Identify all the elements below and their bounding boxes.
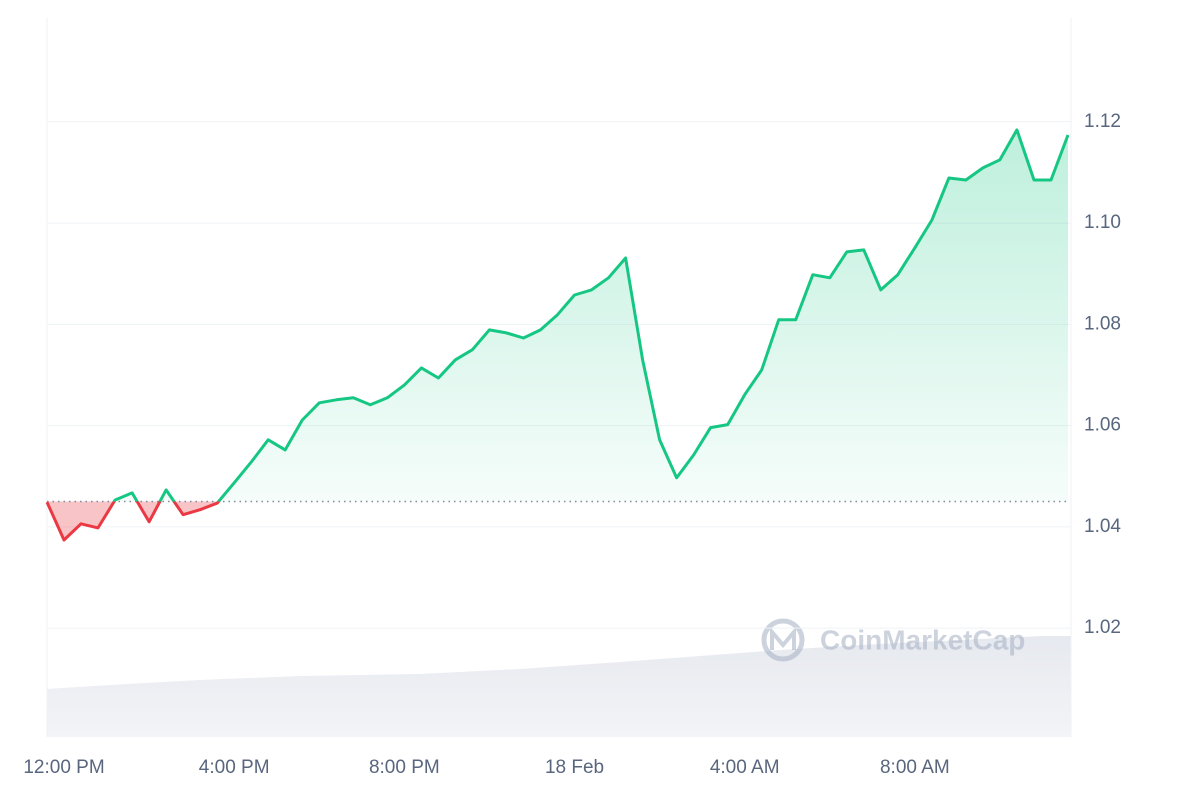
x-tick-label: 8:00 AM xyxy=(880,757,950,778)
y-tick-label: 1.12 xyxy=(1084,111,1121,132)
y-tick-label: 1.02 xyxy=(1084,617,1121,638)
y-tick-label: 1.04 xyxy=(1084,516,1121,537)
price-area xyxy=(47,129,1068,540)
volume-area xyxy=(47,636,1071,737)
y-tick-label: 1.06 xyxy=(1084,415,1121,436)
price-line xyxy=(45,128,1070,542)
x-tick-label: 12:00 PM xyxy=(23,757,104,778)
y-tick-label: 1.08 xyxy=(1084,313,1121,334)
x-tick-label: 18 Feb xyxy=(545,757,604,778)
watermark: CoinMarketCap xyxy=(761,618,1025,662)
x-tick-label: 4:00 AM xyxy=(710,757,780,778)
watermark-text: CoinMarketCap xyxy=(820,624,1025,655)
y-tick-label: 1.10 xyxy=(1084,212,1121,233)
x-tick-label: 4:00 PM xyxy=(199,757,270,778)
x-tick-label: 8:00 PM xyxy=(369,757,440,778)
